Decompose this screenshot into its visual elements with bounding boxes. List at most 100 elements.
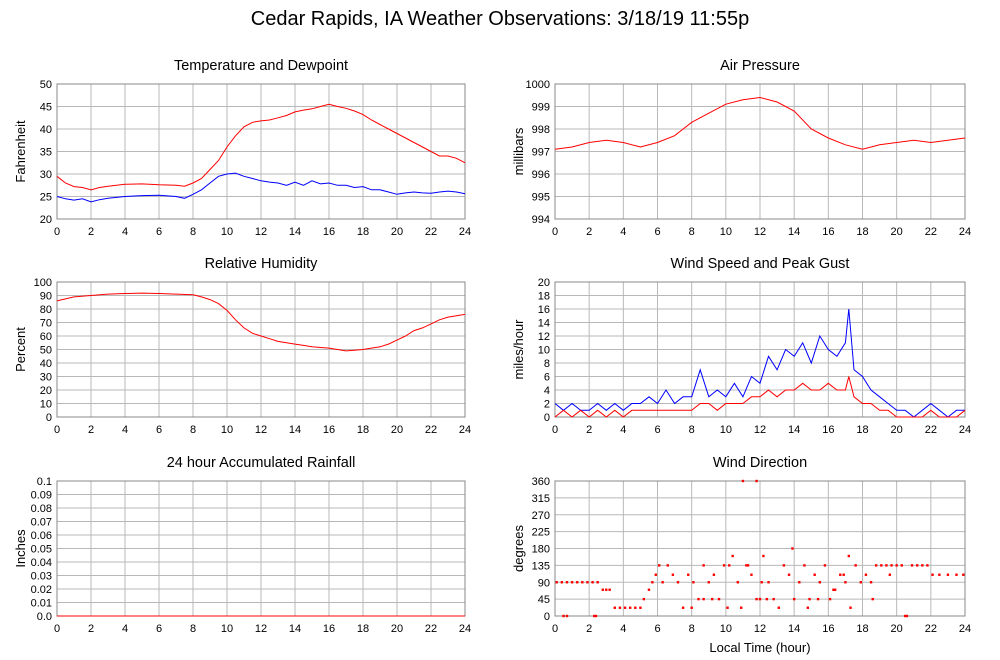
data-point [823,564,827,567]
y-tick-label: 0 [544,412,550,424]
data-point [782,564,786,567]
x-tick-label: 6 [156,623,162,635]
data-point [565,581,569,584]
data-point [765,597,769,601]
data-point [854,564,857,567]
x-tick-label: 24 [959,226,971,238]
x-tick-label: 22 [925,623,937,635]
x-tick-label: 14 [289,424,301,436]
data-point [871,597,874,601]
data-point [895,564,898,567]
data-point [746,564,750,567]
x-tick-label: 14 [788,424,800,436]
data-point [885,564,888,567]
x-tick-label: 4 [122,623,128,635]
data-point [681,606,685,609]
data-point [628,606,632,609]
data-point [787,573,791,576]
data-point [755,597,758,601]
x-tick-label: 14 [289,226,301,238]
y-tick-label: 997 [532,147,550,159]
x-tick-label: 2 [88,226,94,238]
plot-frame [56,83,466,220]
x-tick-label: 20 [891,226,903,238]
y-tick-label: 30 [40,169,52,181]
y-tick-label: 18 [538,291,550,303]
data-point [955,573,958,576]
y-tick-label: 994 [532,214,550,226]
x-tick-label: 24 [459,424,471,436]
data-point [818,581,821,584]
y-tick-label: 50 [40,79,52,91]
data-point [560,581,564,584]
x-tick-label: 12 [255,226,267,238]
y-tick-label: 4 [544,385,550,397]
data-point [676,581,680,584]
data-point [806,606,810,609]
data-point [702,564,705,567]
x-tick-label: 6 [156,226,162,238]
data-point [859,581,862,584]
y-tick-label: 225 [532,527,550,539]
data-point [697,597,700,601]
y-tick-label: 35 [40,147,52,159]
data-point [741,479,745,483]
y-tick-label: 0.08 [31,503,52,515]
y-tick-label: 999 [532,102,550,114]
x-tick-label: 18 [357,424,369,436]
data-point [658,564,661,567]
y-tick-label: 6 [544,372,550,384]
y-axis-label: Percent [13,327,28,372]
data-point [864,573,868,576]
x-tick-label: 0 [54,424,60,436]
y-tick-label: 180 [532,544,550,556]
x-tick-label: 10 [221,424,233,436]
data-point [647,588,651,591]
x-tick-label: 4 [620,226,626,238]
x-tick-label: 4 [620,623,626,635]
x-tick-label: 12 [754,424,766,436]
x-tick-label: 14 [289,623,301,635]
y-tick-label: 0.04 [31,557,52,569]
plot-frame [554,281,966,418]
x-tick-label: 10 [720,424,732,436]
x-tick-label: 22 [925,424,937,436]
series-line-0 [554,308,965,418]
y-tick-label: 45 [40,102,52,114]
y-tick-label: 0.05 [31,544,52,556]
x-tick-label: 24 [959,424,971,436]
data-point [926,564,929,567]
chart-title: Air Pressure [720,58,800,74]
x-tick-label: 18 [357,226,369,238]
data-point [767,581,770,584]
data-point [832,588,835,591]
y-tick-label: 360 [532,476,550,488]
data-point [946,573,950,576]
y-axis-label: degrees [511,525,526,572]
y-axis-label: Inches [13,529,28,568]
data-point [594,614,598,618]
y-tick-label: 40 [40,124,52,136]
x-tick-label: 18 [856,424,868,436]
data-point [608,588,611,591]
y-tick-label: 10 [538,345,550,357]
x-tick-label: 12 [754,623,766,635]
plot-frame [554,83,966,220]
y-tick-label: 0.1 [37,476,52,488]
data-point [618,606,622,609]
x-tick-label: 22 [425,623,437,635]
y-axis-label: Fahrenheit [13,120,28,183]
x-tick-label: 24 [459,226,471,238]
x-tick-label: 22 [425,226,437,238]
y-tick-label: 10 [40,399,52,411]
x-tick-label: 10 [720,623,732,635]
x-tick-label: 2 [586,424,592,436]
x-tick-label: 8 [689,623,695,635]
x-tick-label: 8 [689,424,695,436]
series-line-0 [56,103,466,191]
data-point [938,573,941,576]
x-tick-label: 4 [122,424,128,436]
